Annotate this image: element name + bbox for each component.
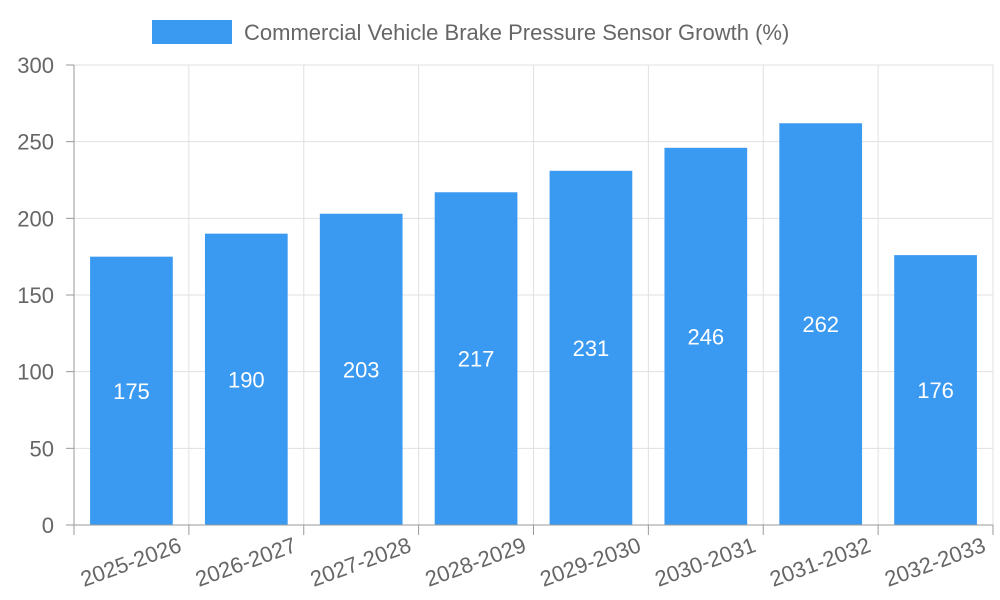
bar-value-label: 203	[343, 357, 380, 382]
y-tick-label: 150	[17, 283, 54, 308]
y-tick-label: 50	[30, 436, 54, 461]
x-tick-label: 2032-2033	[881, 532, 988, 591]
y-tick-label: 250	[17, 130, 54, 155]
bars	[90, 123, 977, 526]
bar-value-label: 175	[113, 379, 150, 404]
bar-value-label: 190	[228, 367, 265, 392]
bar	[664, 147, 748, 526]
data-labels: 175 190 203 217 231 246 262 176	[113, 312, 954, 404]
bar	[204, 233, 288, 525]
bar	[90, 256, 173, 525]
x-tick-label: 2026-2027	[192, 532, 299, 591]
y-tick-label: 200	[17, 206, 54, 231]
x-tick-label: 2027-2028	[307, 532, 414, 591]
bar	[894, 255, 977, 525]
bar	[434, 192, 518, 525]
bar-value-label: 217	[458, 347, 495, 372]
x-tick-label: 2028-2029	[422, 532, 529, 591]
x-tick-label: 2029-2030	[537, 532, 644, 591]
y-tick-label: 300	[17, 53, 54, 78]
x-tick-label: 2025-2026	[77, 532, 184, 591]
bar-value-label: 262	[802, 312, 839, 337]
x-tick-label: 2031-2032	[766, 532, 873, 591]
legend: Commercial Vehicle Brake Pressure Sensor…	[152, 20, 789, 45]
y-tick-label: 100	[17, 360, 54, 385]
x-tick-label: 2030-2031	[652, 532, 759, 591]
bar-value-label: 246	[687, 324, 724, 349]
bar	[549, 170, 633, 526]
bar	[319, 213, 403, 525]
legend-label: Commercial Vehicle Brake Pressure Sensor…	[244, 20, 789, 45]
bar-value-label: 176	[917, 378, 954, 403]
bar	[779, 123, 863, 526]
y-tick-label: 0	[42, 513, 54, 538]
bar-value-label: 231	[573, 336, 610, 361]
legend-swatch	[152, 20, 232, 44]
